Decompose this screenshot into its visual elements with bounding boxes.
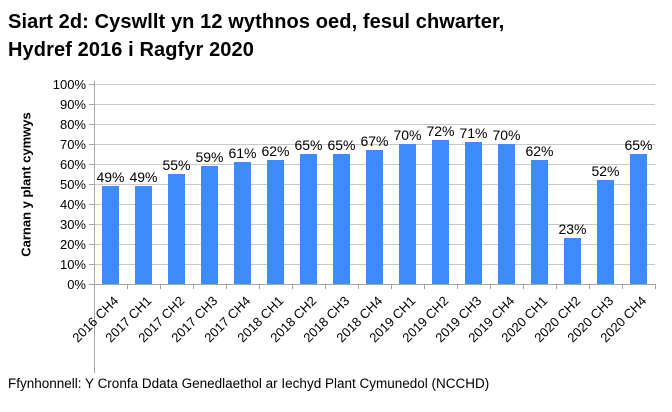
x-tick-mark (655, 284, 656, 289)
bar (564, 238, 581, 284)
bar (465, 142, 482, 284)
chart-title-line2: Hydref 2016 i Ragfyr 2020 (8, 39, 254, 61)
bar (531, 160, 548, 284)
y-tick-label: 60% (59, 157, 86, 172)
gridline (94, 84, 655, 85)
y-tick-label: 70% (59, 137, 86, 152)
y-tick-label: 100% (52, 77, 86, 92)
bar (333, 154, 350, 284)
bar-value-label: 67% (360, 133, 389, 149)
bar-value-label: 65% (327, 137, 356, 153)
y-tick-mark (89, 164, 94, 165)
bar-value-label: 72% (426, 123, 455, 139)
x-tick-mark (622, 284, 623, 289)
y-tick-mark (89, 104, 94, 105)
bar-value-label: 62% (525, 143, 554, 159)
bar (399, 144, 416, 284)
y-tick-label: 10% (59, 257, 86, 272)
bar (234, 162, 251, 284)
y-tick-label: 40% (59, 197, 86, 212)
bar (267, 160, 284, 284)
bar-value-label: 49% (129, 169, 158, 185)
bar (630, 154, 647, 284)
x-tick-mark (127, 284, 128, 289)
bar-value-label: 52% (591, 163, 620, 179)
bar (201, 166, 218, 284)
y-tick-mark (89, 284, 94, 285)
x-tick-mark (292, 284, 293, 289)
y-tick-mark (89, 124, 94, 125)
bar-value-label: 70% (393, 127, 422, 143)
bar (168, 174, 185, 284)
y-axis-title: Carnan y plant cymwys (18, 112, 34, 257)
y-tick-mark (89, 224, 94, 225)
y-tick-mark (89, 84, 94, 85)
bar-value-label: 71% (459, 125, 488, 141)
y-tick-mark (89, 244, 94, 245)
bar-value-label: 65% (294, 137, 323, 153)
x-tick-mark (259, 284, 260, 289)
x-tick-mark (523, 284, 524, 289)
x-tick-mark (193, 284, 194, 289)
bar (432, 140, 449, 284)
y-tick-label: 20% (59, 237, 86, 252)
x-tick-mark (490, 284, 491, 289)
x-tick-mark (94, 284, 95, 289)
x-tick-mark (424, 284, 425, 289)
x-tick-mark (556, 284, 557, 289)
bar (135, 186, 152, 284)
bar-value-label: 49% (96, 169, 125, 185)
bar (102, 186, 119, 284)
y-axis-line (94, 81, 95, 373)
y-tick-label: 30% (59, 217, 86, 232)
y-tick-label: 80% (59, 117, 86, 132)
bar-value-label: 61% (228, 145, 257, 161)
chart-title-line1: Siart 2d: Cyswllt yn 12 wythnos oed, fes… (8, 11, 505, 33)
bar-value-label: 65% (624, 137, 653, 153)
x-tick-mark (358, 284, 359, 289)
x-tick-mark (226, 284, 227, 289)
y-tick-mark (89, 184, 94, 185)
bar-value-label: 70% (492, 127, 521, 143)
chart-title: Siart 2d: Cyswllt yn 12 wythnos oed, fes… (8, 8, 648, 64)
bar-value-label: 62% (261, 143, 290, 159)
y-tick-mark (89, 144, 94, 145)
bar-value-label: 55% (162, 157, 191, 173)
bar (300, 154, 317, 284)
x-tick-mark (457, 284, 458, 289)
gridline (94, 104, 655, 105)
y-tick-mark (89, 264, 94, 265)
bar (366, 150, 383, 284)
gridline (94, 124, 655, 125)
x-tick-mark (391, 284, 392, 289)
x-tick-mark (589, 284, 590, 289)
plot-area: 0% 10% 20% 30% 40% 50% 60% 70% 80% 90% 100% 49% 2016… (53, 77, 656, 373)
bar-value-label: 23% (558, 221, 587, 237)
gridline (94, 144, 655, 145)
y-tick-label: 90% (59, 97, 86, 112)
bar-value-label: 59% (195, 149, 224, 165)
source-note: Ffynhonnell: Y Cronfa Ddata Genedlaethol… (8, 376, 490, 391)
bar (498, 144, 515, 284)
y-tick-label: 0% (67, 277, 86, 292)
x-tick-mark (160, 284, 161, 289)
x-tick-mark (325, 284, 326, 289)
y-tick-mark (89, 204, 94, 205)
y-tick-label: 50% (59, 177, 86, 192)
x-axis-line (94, 284, 655, 285)
bar (597, 180, 614, 284)
